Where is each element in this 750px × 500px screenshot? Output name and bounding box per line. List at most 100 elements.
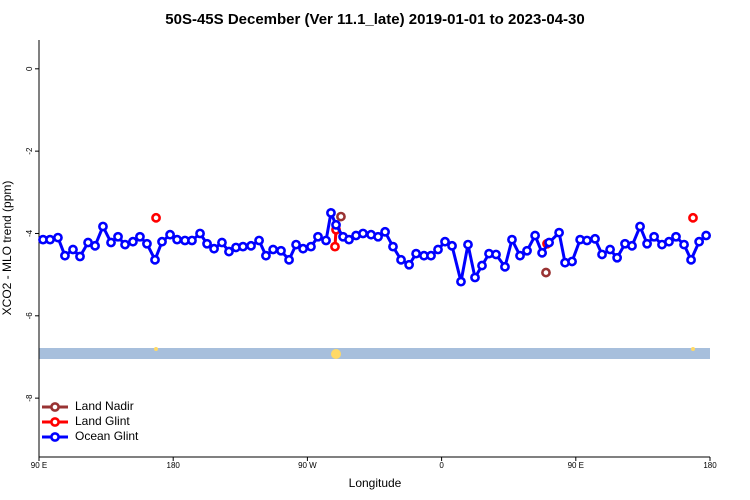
data-point (187, 235, 197, 246)
y-tick-label: -4 (25, 229, 34, 237)
data-point (582, 235, 592, 246)
data-point (380, 226, 390, 237)
data-point (313, 231, 323, 242)
data-point (456, 276, 466, 287)
data-point (172, 234, 182, 245)
data-point (447, 240, 457, 251)
data-point (688, 212, 698, 223)
legend-label: Ocean Glint (75, 429, 139, 443)
data-point (491, 249, 501, 260)
data-point (664, 236, 674, 247)
data-point (642, 238, 652, 249)
y-tick-label: -6 (25, 312, 34, 320)
coverage-band (39, 348, 710, 359)
data-point (701, 230, 712, 241)
y-axis-label: XCO2 - MLO trend (ppm) (0, 181, 14, 316)
data-point (195, 228, 205, 239)
data-point (404, 259, 414, 270)
x-tick-label: 180 (167, 461, 181, 470)
data-point (671, 231, 681, 242)
data-point (261, 250, 271, 261)
data-point (554, 227, 564, 238)
data-point (98, 221, 108, 232)
legend-marker (50, 417, 60, 427)
data-point (246, 240, 256, 251)
data-point (276, 245, 286, 256)
data-point (75, 251, 85, 262)
y-tick-label: -8 (25, 394, 34, 402)
legend-label: Land Glint (75, 414, 130, 428)
data-point (373, 231, 383, 242)
x-tick-label: 90 E (31, 461, 47, 470)
data-point (330, 241, 340, 252)
legend-marker (50, 402, 60, 412)
data-point (202, 238, 212, 249)
data-point (649, 231, 659, 242)
coverage-marker (331, 349, 341, 359)
data-point (268, 244, 279, 255)
data-point (597, 249, 607, 260)
data-point (331, 219, 341, 230)
y-tick-label: 0 (25, 66, 34, 71)
data-point (151, 212, 161, 223)
data-point (120, 239, 130, 250)
data-point (53, 232, 63, 243)
data-point (150, 254, 160, 265)
data-point (686, 254, 696, 265)
data-point (567, 256, 577, 267)
data-point (306, 241, 316, 252)
data-point (224, 246, 234, 257)
data-point (440, 236, 450, 247)
legend-label: Land Nadir (75, 399, 134, 413)
data-point (477, 260, 487, 271)
x-tick-label: 90 W (298, 461, 317, 470)
data-point (433, 244, 443, 255)
data-point (326, 207, 336, 218)
x-tick-label: 180 (703, 461, 717, 470)
data-point (515, 250, 525, 261)
data-point (396, 254, 406, 265)
data-point (426, 250, 436, 261)
coverage-marker (154, 347, 158, 351)
data-point (507, 234, 517, 245)
data-point (157, 236, 167, 247)
data-point (68, 244, 78, 255)
data-point (612, 252, 623, 263)
x-tick-label: 90 E (568, 461, 584, 470)
data-point (336, 211, 346, 222)
data-point (679, 239, 689, 250)
x-axis-label: Longitude (349, 476, 402, 490)
data-point (590, 233, 600, 244)
chart-title: 50S-45S December (Ver 11.1_late) 2019-01… (165, 11, 584, 28)
data-point (694, 236, 705, 247)
data-point (605, 244, 615, 255)
data-point (217, 237, 227, 248)
data-point (544, 237, 555, 248)
data-point (530, 230, 540, 241)
data-point (45, 234, 55, 245)
legend-marker (50, 432, 60, 442)
data-point (142, 238, 152, 249)
data-point (500, 261, 510, 272)
y-tick-label: -2 (25, 147, 34, 155)
x-tick-label: 0 (439, 461, 444, 470)
data-point (463, 239, 473, 250)
coverage-marker (691, 347, 695, 351)
data-point (254, 235, 264, 246)
data-point (90, 240, 100, 251)
data-point (344, 234, 354, 245)
data-point (209, 243, 219, 254)
data-point (291, 239, 301, 250)
data-point (541, 267, 551, 278)
data-point (522, 245, 532, 256)
data-point (388, 241, 398, 252)
data-point (411, 248, 422, 259)
data-point (298, 243, 308, 254)
data-point (106, 237, 116, 248)
data-point (284, 254, 294, 265)
data-point (537, 247, 548, 258)
data-point (135, 231, 145, 242)
data-point (60, 250, 70, 261)
